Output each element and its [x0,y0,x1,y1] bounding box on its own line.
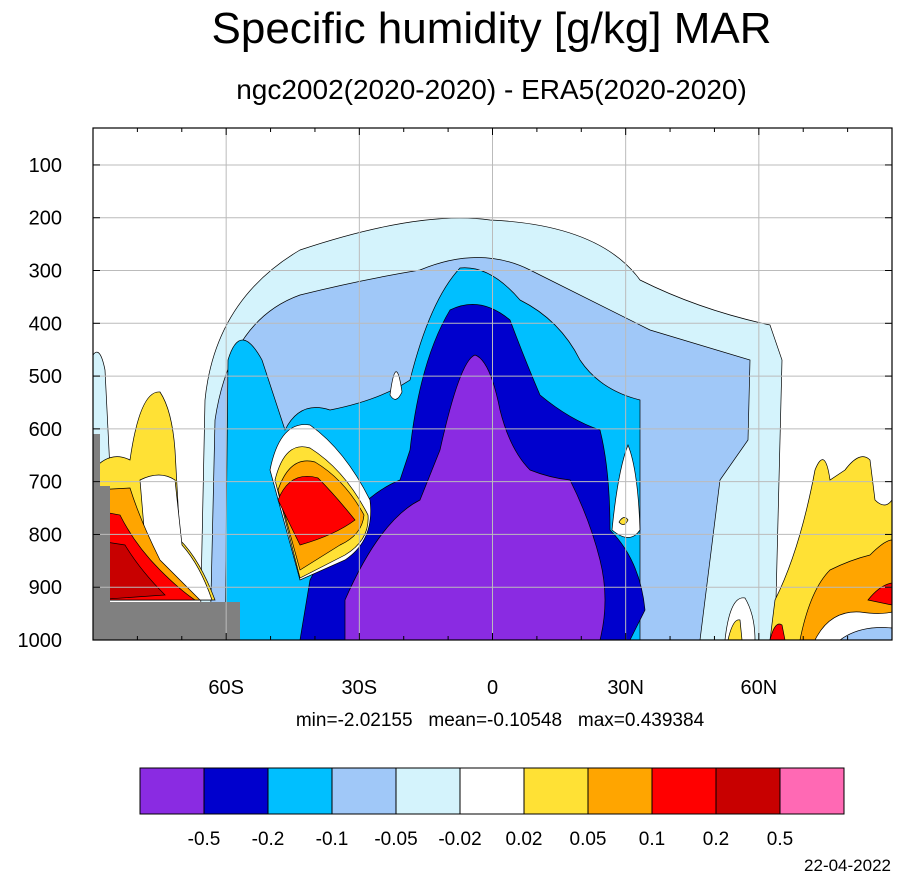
x-tick-label: 30S [342,677,378,699]
colorbar: -0.5 -0.2 -0.1 -0.05 -0.02 0.02 0.05 0.1 0.2 0.5 [139,767,845,850]
stat-mean: -0.10548 [487,710,563,731]
grid-lines [93,128,892,641]
date-stamp: 22-04-2022 [804,856,891,875]
colorbar-box [459,767,525,815]
colorbar-box [779,767,845,815]
colorbar-label: 0.02 [506,829,543,850]
colorbar-label: -0.2 [252,829,285,850]
colorbar-box [139,767,205,815]
colorbar-box [331,767,397,815]
y-tick-label: 500 [29,366,62,388]
stat-min: -2.02155 [337,710,413,731]
y-tick-label: 700 [29,472,62,494]
colorbar-label: -0.02 [438,829,481,850]
colorbar-box [395,767,461,815]
y-axis: 100 200 300 400 500 600 700 800 900 1000 [18,155,892,652]
contour-red-s [277,476,356,546]
colorbar-box [267,767,333,815]
x-tick-label: 0 [487,677,498,699]
colorbar-box [587,767,653,815]
colorbar-label: 0.2 [703,829,729,850]
colorbar-box [651,767,717,815]
y-tick-label: 600 [29,419,62,441]
missing-data-area [93,434,240,640]
y-tick-label: 100 [29,155,62,177]
y-tick-label: 1000 [18,630,63,652]
colorbar-label: 0.1 [639,829,665,850]
stats-line: min=-2.02155 mean=-0.10548 max=0.439384 [295,710,705,731]
contour-yellow-60n [727,619,743,641]
chart-subtitle: ngc2002(2020-2020) - ERA5(2020-2020) [236,74,747,105]
colorbar-box [715,767,781,815]
stat-max: 0.439384 [624,710,705,731]
y-tick-label: 800 [29,524,62,546]
y-tick-label: 400 [29,313,62,335]
contour-red-60n [769,623,786,641]
colorbar-label: -0.05 [374,829,417,850]
x-axis: 60S 30S 0 30N 60N [136,128,849,699]
colorbar-label: 0.05 [570,829,607,850]
colorbar-box [203,767,269,815]
y-tick-label: 900 [29,577,62,599]
colorbar-label: -0.5 [188,829,221,850]
chart-title: Specific humidity [g/kg] MAR [211,4,772,53]
colorbar-label: -0.1 [316,829,349,850]
y-tick-label: 300 [29,261,62,283]
colorbar-label: 0.5 [767,829,793,850]
x-tick-label: 60N [740,677,777,699]
colorbar-box [523,767,589,815]
contour-purple [344,354,606,641]
y-tick-label: 200 [29,208,62,230]
x-tick-label: 30N [607,677,644,699]
contour-darkred-left [92,539,166,601]
plot-area [92,127,893,641]
x-tick-label: 60S [208,677,244,699]
